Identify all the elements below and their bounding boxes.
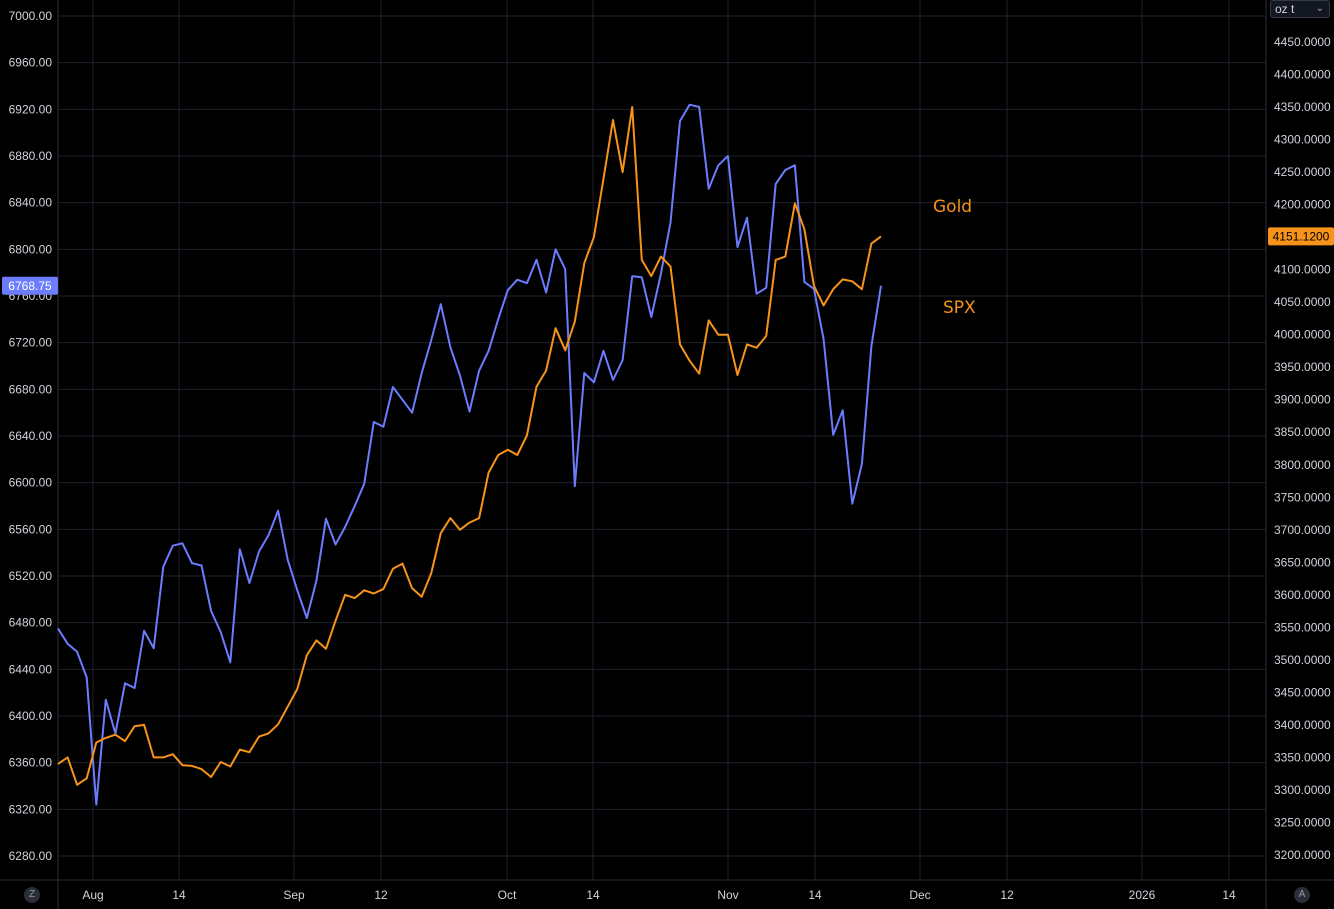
last-value-badges: 6768.75 4151.1200 [2,227,1334,295]
left-tick-label: 6720.00 [9,336,53,350]
left-tick-label: 6840.00 [9,196,53,210]
time-tick-label: 12 [1000,888,1014,902]
right-tick-label: 4200.0000 [1274,198,1331,212]
right-tick-label: 4450.0000 [1274,35,1331,49]
time-tick-label: Dec [909,888,930,902]
right-tick-label: 3700.0000 [1274,523,1331,537]
time-tick-label: 14 [172,888,186,902]
time-tick-label: 14 [586,888,600,902]
right-tick-label: 3300.0000 [1274,783,1331,797]
left-tick-label: 6480.00 [9,616,53,630]
gold-last-value-badge [1268,227,1334,246]
right-tick-label: 3400.0000 [1274,718,1331,732]
right-tick-label: 4000.0000 [1274,328,1331,342]
time-tick-label: Oct [498,888,517,902]
left-tick-label: 6680.00 [9,382,53,396]
left-tick-label: 6640.00 [9,429,53,443]
gold-series-label: Gold [933,197,972,217]
right-tick-label: 3850.0000 [1274,425,1331,439]
right-tick-label: 4400.0000 [1274,68,1331,82]
right-tick-label: 3450.0000 [1274,685,1331,699]
right-tick-label: 3550.0000 [1274,620,1331,634]
left-tick-label: 6440.00 [9,662,53,676]
right-tick-label: 3900.0000 [1274,393,1331,407]
left-tick-label: 7000.00 [9,9,53,23]
time-axis[interactable]: Aug 14 Sep 12 Oct 14 Nov 14 Dec 12 2026 14 [82,888,1236,902]
left-tick-label: 6280.00 [9,849,53,863]
zoom-reset-button[interactable]: Z [24,887,40,903]
left-tick-label: 6400.00 [9,709,53,723]
left-tick-label: 6600.00 [9,476,53,490]
time-tick-label: Aug [82,888,103,902]
right-tick-label: 3600.0000 [1274,588,1331,602]
right-tick-label: 3500.0000 [1274,653,1331,667]
left-tick-label: 6920.00 [9,102,53,116]
right-tick-label: 3800.0000 [1274,458,1331,472]
right-tick-label: 4300.0000 [1274,133,1331,147]
right-tick-label: 4250.0000 [1274,165,1331,179]
spx-last-value-badge [2,276,58,295]
left-tick-label: 6560.00 [9,522,53,536]
left-tick-label: 6960.00 [9,56,53,70]
unit-value: oz t [1275,2,1295,16]
chevron-down-icon: ⌄ [1315,3,1324,14]
auto-scale-button[interactable]: A [1294,887,1310,903]
right-tick-label: 3650.0000 [1274,555,1331,569]
spx-last-value: 6768.75 [8,279,52,293]
right-tick-label: 3350.0000 [1274,750,1331,764]
gold-line [57,106,882,786]
spx-line [57,103,882,806]
unit-dropdown[interactable]: oz t ⌄ [1270,0,1330,18]
right-tick-label: 3950.0000 [1274,360,1331,374]
time-tick-label: Nov [717,888,738,902]
time-tick-label: 14 [808,888,822,902]
right-tick-label: 3200.0000 [1274,848,1331,862]
left-tick-label: 6520.00 [9,569,53,583]
right-tick-label: 3750.0000 [1274,490,1331,504]
right-tick-label: 4100.0000 [1274,263,1331,277]
time-tick-label: 14 [1222,888,1236,902]
gold-last-value: 4151.1200 [1273,229,1330,243]
right-tick-label: 4050.0000 [1274,295,1331,309]
left-tick-label: 6360.00 [9,756,53,770]
left-tick-label: 6320.00 [9,802,53,816]
left-tick-label: 6800.00 [9,242,53,256]
spx-series-label: SPX [943,298,976,318]
right-tick-label: 4350.0000 [1274,100,1331,114]
right-tick-label: 3250.0000 [1274,815,1331,829]
series-lines [57,103,882,806]
time-tick-label: 12 [374,888,388,902]
time-tick-label: Sep [283,888,305,902]
left-tick-label: 6880.00 [9,149,53,163]
time-tick-label: 2026 [1129,888,1156,902]
